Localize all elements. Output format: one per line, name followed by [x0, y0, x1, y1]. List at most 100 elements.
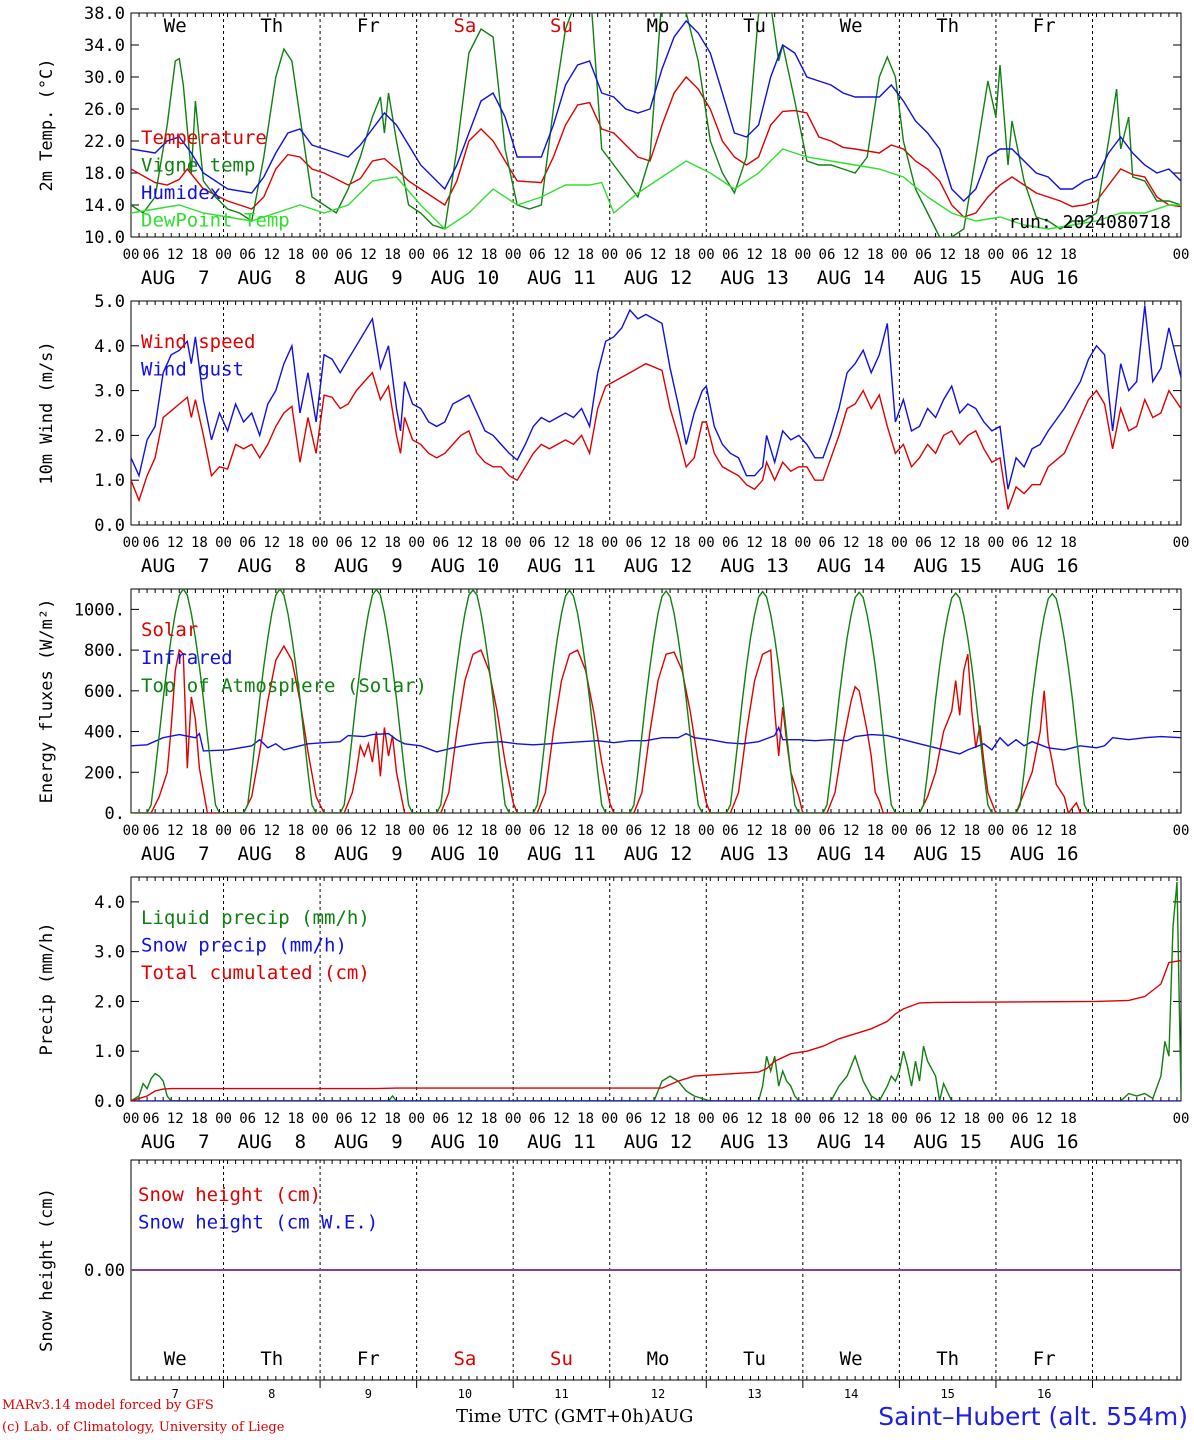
- y-tick-label: 10.0: [84, 228, 125, 248]
- hour-tick-label: 06: [915, 823, 932, 839]
- hour-tick-label: 18: [191, 823, 208, 839]
- y-axis-title: 10m Wind (m/s): [37, 341, 57, 484]
- hour-tick-label: 00: [698, 823, 715, 839]
- hour-tick-label: 06: [143, 535, 160, 551]
- hour-tick-label: 00: [1173, 823, 1190, 839]
- hour-tick-label: 12: [746, 823, 763, 839]
- station-name: Saint–Hubert (alt. 554m): [878, 1402, 1188, 1431]
- weekday-label: Th: [936, 15, 959, 37]
- hour-tick-label: 00: [891, 247, 908, 263]
- legend-entry: Humidex: [141, 182, 221, 204]
- day-number-label: 14: [844, 1387, 858, 1401]
- legend-entry: Wind speed: [141, 331, 255, 353]
- y-tick-label: 3.0: [94, 943, 125, 963]
- day-number-label: 10: [458, 1387, 472, 1401]
- y-tick-label: 2.0: [94, 992, 125, 1012]
- date-label: AUG 13: [720, 843, 789, 865]
- date-label: AUG 9: [334, 267, 403, 289]
- hour-tick-label: 12: [456, 247, 473, 263]
- hour-tick-label: 00: [312, 823, 329, 839]
- hour-tick-label: 18: [577, 247, 594, 263]
- series-line-energy-0: [131, 644, 1097, 813]
- y-tick-label: 0.00: [84, 1261, 125, 1281]
- y-axis-title: Snow height (cm): [37, 1188, 57, 1352]
- date-label: AUG 16: [1010, 843, 1079, 865]
- hour-tick-label: 18: [770, 823, 787, 839]
- hour-tick-label: 18: [867, 247, 884, 263]
- hour-tick-label: 18: [1060, 1111, 1077, 1127]
- date-label: AUG 10: [431, 843, 500, 865]
- run-label: run: 2024080718: [1008, 212, 1171, 233]
- hour-tick-label: 00: [1173, 1111, 1190, 1127]
- hour-tick-label: 12: [263, 247, 280, 263]
- hour-tick-label: 06: [1012, 823, 1029, 839]
- hour-tick-label: 12: [746, 247, 763, 263]
- panel-energy: [130, 588, 1182, 814]
- legend-entry: Total cumulated (cm): [141, 962, 370, 984]
- hour-tick-label: 00: [794, 1111, 811, 1127]
- y-tick-label: 34.0: [84, 36, 125, 56]
- hour-tick-label: 18: [770, 535, 787, 551]
- hour-tick-label: 12: [360, 535, 377, 551]
- y-tick-label: 38.0: [84, 4, 125, 24]
- series-line-temperature-0: [131, 75, 1181, 218]
- hour-tick-label: 00: [312, 1111, 329, 1127]
- hour-tick-label: 00: [794, 823, 811, 839]
- legend-entry: Solar: [141, 619, 198, 641]
- hour-tick-label: 06: [336, 823, 353, 839]
- date-label: AUG 12: [624, 1131, 693, 1153]
- hour-tick-label: 18: [867, 823, 884, 839]
- lab-credit: (c) Lab. of Climatology, University of L…: [2, 1420, 285, 1435]
- plot-frame: [130, 588, 1182, 814]
- hour-tick-label: 12: [939, 247, 956, 263]
- weekday-label: Th: [936, 1348, 959, 1370]
- hour-tick-label: 18: [288, 247, 305, 263]
- hour-tick-label: 06: [143, 823, 160, 839]
- hour-tick-label: 18: [191, 1111, 208, 1127]
- panel-precip: [130, 876, 1182, 1102]
- hour-tick-label: 18: [481, 823, 498, 839]
- hour-tick-label: 18: [577, 823, 594, 839]
- hour-tick-label: 06: [722, 1111, 739, 1127]
- hour-tick-label: 18: [384, 247, 401, 263]
- hour-tick-label: 06: [143, 247, 160, 263]
- legend-entry: Wind gust: [141, 359, 244, 381]
- hour-tick-label: 18: [963, 823, 980, 839]
- plot-frame: [130, 300, 1182, 526]
- hour-tick-label: 06: [625, 823, 642, 839]
- hour-tick-label: 00: [698, 247, 715, 263]
- panel-wind: [130, 300, 1182, 526]
- hour-tick-label: 12: [1036, 823, 1053, 839]
- hour-tick-label: 18: [577, 1111, 594, 1127]
- hour-tick-label: 00: [215, 247, 232, 263]
- date-label: AUG 9: [334, 843, 403, 865]
- hour-tick-label: 06: [625, 1111, 642, 1127]
- date-label: AUG 16: [1010, 1131, 1079, 1153]
- series-line-wind-0: [131, 362, 1181, 510]
- hour-tick-label: 06: [529, 823, 546, 839]
- hour-tick-label: 12: [167, 823, 184, 839]
- hour-tick-label: 06: [1012, 535, 1029, 551]
- date-label: AUG 16: [1010, 267, 1079, 289]
- weekday-label: Tu: [743, 1348, 766, 1370]
- date-label: AUG 13: [720, 1131, 789, 1153]
- hour-tick-label: 06: [722, 247, 739, 263]
- weekday-label: Fr: [1033, 1348, 1056, 1370]
- hour-tick-label: 00: [123, 247, 140, 263]
- date-label: AUG 8: [237, 555, 306, 577]
- hour-tick-label: 00: [1173, 535, 1190, 551]
- day-number-label: 16: [1037, 1387, 1051, 1401]
- hour-tick-label: 12: [167, 1111, 184, 1127]
- y-tick-label: 14.0: [84, 196, 125, 216]
- hour-tick-label: 00: [601, 823, 618, 839]
- date-label: AUG 13: [720, 267, 789, 289]
- hour-tick-label: 12: [1036, 535, 1053, 551]
- hour-tick-label: 12: [1036, 1111, 1053, 1127]
- legend-entry: Snow height (cm W.E.): [138, 1212, 378, 1234]
- date-label: AUG 11: [527, 1131, 596, 1153]
- hour-tick-label: 12: [1036, 247, 1053, 263]
- date-label: AUG 14: [817, 555, 886, 577]
- series-line-energy-2: [131, 589, 1097, 813]
- hour-tick-label: 12: [843, 1111, 860, 1127]
